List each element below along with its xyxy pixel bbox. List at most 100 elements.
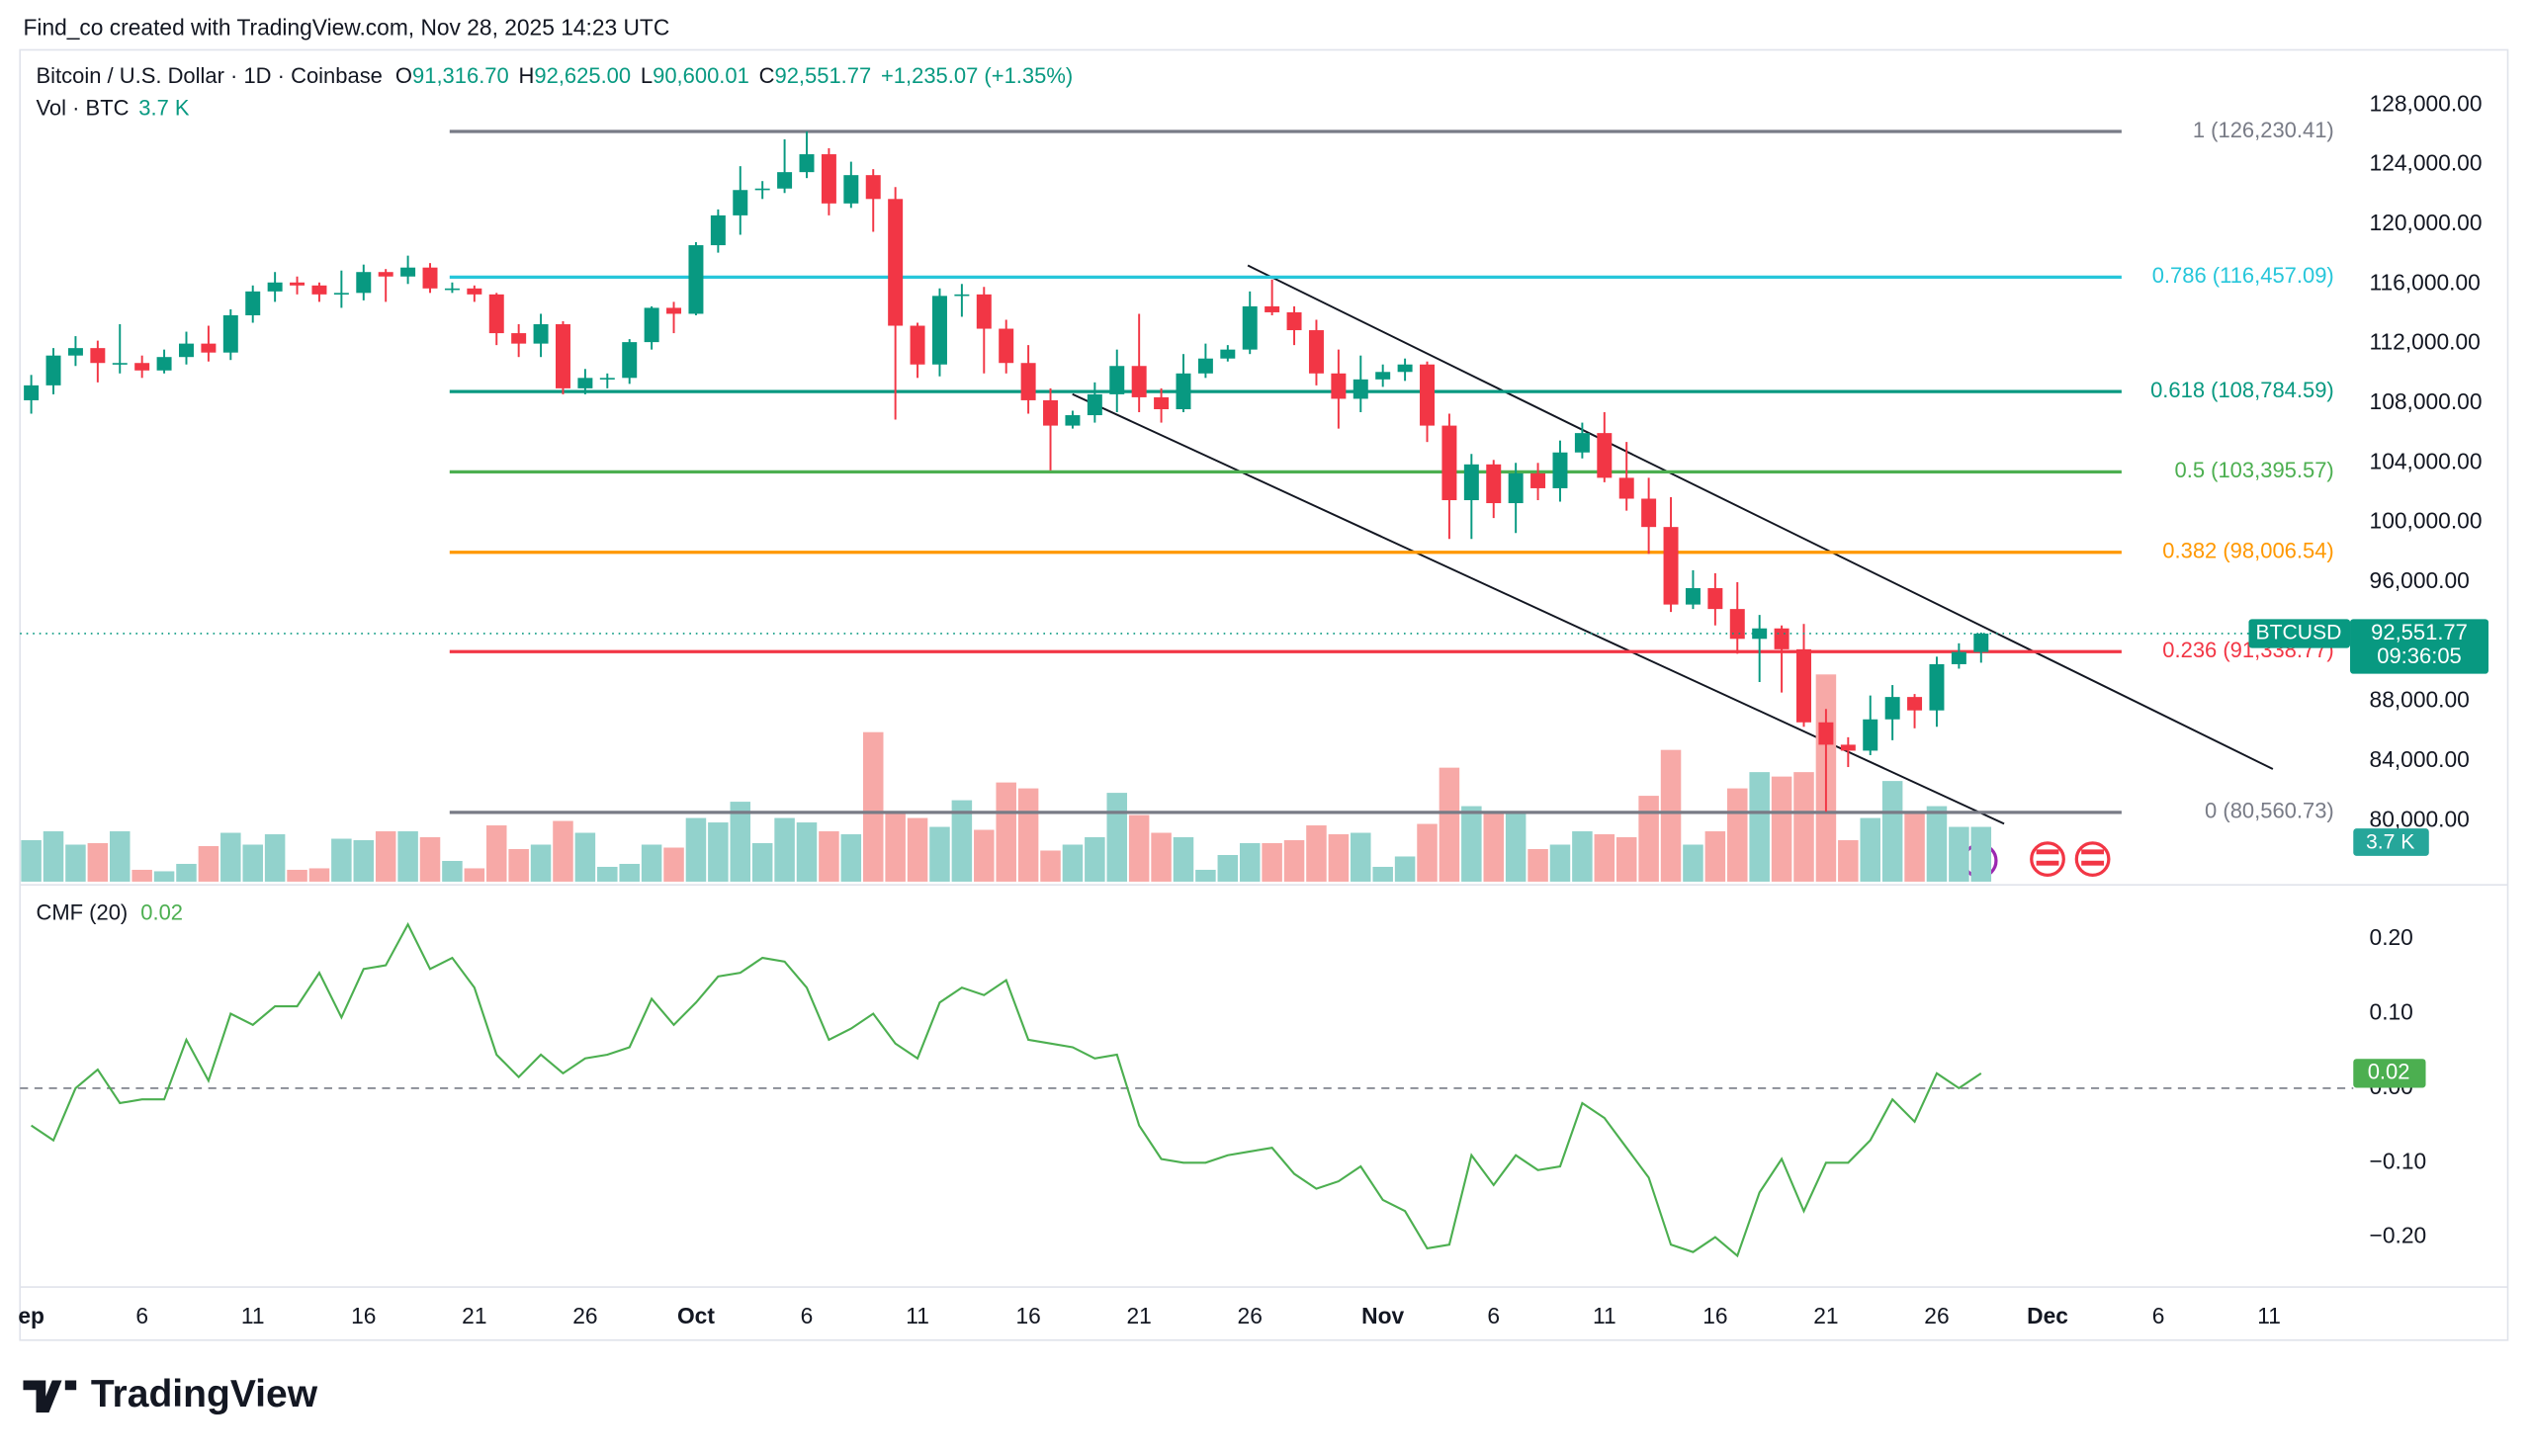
volume-bar xyxy=(308,868,330,882)
volume-bar xyxy=(619,863,640,882)
x-tick-label: 26 xyxy=(572,1303,597,1328)
change: +1,235.07 (+1.35%) xyxy=(881,63,1073,88)
y-tick-label: 80,000.00 xyxy=(2370,806,2470,831)
candle-body xyxy=(688,245,704,314)
candle-body xyxy=(24,385,40,400)
candle-body xyxy=(333,293,349,295)
logo-text: TradingView xyxy=(91,1373,318,1415)
candle-body xyxy=(733,190,748,215)
candle-body xyxy=(1618,477,1634,499)
candle-body xyxy=(467,288,482,295)
volume-bar xyxy=(1017,788,1039,882)
volume-bar xyxy=(974,829,995,882)
candle-body xyxy=(311,285,327,295)
volume-bar xyxy=(1949,826,1969,882)
volume-bar xyxy=(1262,843,1282,882)
x-tick-label: 11 xyxy=(241,1303,265,1328)
volume-bar xyxy=(43,831,64,882)
candle-body xyxy=(577,378,593,388)
cmf-value: 0.02 xyxy=(140,899,183,924)
volume-bar xyxy=(1970,826,1992,882)
y-tick-label: 108,000.00 xyxy=(2370,388,2483,414)
volume-bar xyxy=(176,863,197,882)
volume-bar xyxy=(264,834,286,882)
candle-body xyxy=(90,348,106,364)
volume-bar xyxy=(21,840,42,882)
volume-bar xyxy=(1860,817,1880,882)
candle-body xyxy=(179,343,194,358)
icon xyxy=(2081,849,2104,855)
icon xyxy=(2036,860,2059,866)
volume-bar xyxy=(1040,850,1061,882)
candle-body xyxy=(378,272,393,277)
ohlc-value: 91,316.70 xyxy=(412,63,509,88)
x-tick-label: 6 xyxy=(1487,1303,1500,1328)
candle-body xyxy=(356,272,372,294)
volume-bar xyxy=(1239,843,1261,882)
candle-body xyxy=(1574,433,1590,453)
volume-bar xyxy=(397,831,418,882)
y-tick-label: 84,000.00 xyxy=(2370,746,2470,772)
candle-body xyxy=(865,175,881,200)
legend-main: Bitcoin / U.S. Dollar · 1D · Coinbase O91… xyxy=(36,63,1073,88)
candle-body xyxy=(112,363,128,365)
candle-body xyxy=(1685,588,1701,605)
candle-body xyxy=(1331,373,1347,399)
volume-bar xyxy=(796,822,818,882)
candle-body xyxy=(1154,396,1170,409)
candle-body xyxy=(666,307,682,314)
channel-lower xyxy=(1072,392,2005,825)
x-tick-label: 6 xyxy=(2152,1303,2165,1328)
x-tick-label: 21 xyxy=(1813,1303,1838,1328)
candle-body xyxy=(444,288,460,291)
candle-body xyxy=(976,294,992,329)
y-tick-label: 124,000.00 xyxy=(2370,150,2483,176)
y-tick-label: 120,000.00 xyxy=(2370,210,2483,235)
candle-body xyxy=(1020,363,1036,400)
x-tick-label: Oct xyxy=(677,1303,715,1328)
volume-bar xyxy=(87,843,109,882)
volume-bar xyxy=(641,844,662,882)
icon xyxy=(2036,849,2059,855)
candle-body xyxy=(267,282,283,292)
volume-bar xyxy=(1173,837,1194,882)
legend-volume: Vol · BTC 3.7 K xyxy=(36,95,189,120)
x-tick-label: 21 xyxy=(1127,1303,1152,1328)
volume-bar xyxy=(730,802,751,882)
y-tick-label: 128,000.00 xyxy=(2370,90,2483,116)
fib-label: 0 (80,560.73) xyxy=(2205,799,2334,823)
x-tick-label: Dec xyxy=(2027,1303,2068,1328)
candle-body xyxy=(1863,719,1878,751)
price-tag xyxy=(2350,619,2488,674)
volume-bar xyxy=(774,817,795,882)
candle-body xyxy=(1552,452,1568,488)
symbol-tag-text: BTCUSD xyxy=(2255,622,2341,644)
candle-body xyxy=(1220,349,1236,359)
candle-body xyxy=(999,328,1014,364)
legend-cmf: CMF (20) 0.02 xyxy=(36,899,183,924)
candle-body xyxy=(1441,425,1457,501)
ohlc-value: 92,551.77 xyxy=(774,63,871,88)
candle-body xyxy=(1043,399,1059,426)
y-tick-label: 88,000.00 xyxy=(2370,687,2470,713)
byline: Find_co created with TradingView.com, No… xyxy=(23,14,669,40)
volume-bar xyxy=(1549,844,1571,882)
x-tick-label: 11 xyxy=(2257,1303,2281,1328)
volume-bar xyxy=(198,846,219,882)
volume-bar xyxy=(1439,767,1460,882)
cmf-tick-label: −0.10 xyxy=(2370,1148,2427,1173)
volume-bar xyxy=(1838,840,1859,882)
candle-body xyxy=(1087,393,1102,416)
candle-body xyxy=(1353,379,1368,399)
ohlc-key: L xyxy=(641,63,653,88)
candle-body xyxy=(622,342,638,379)
candle-body xyxy=(931,296,947,365)
volume-bar xyxy=(220,832,241,882)
volume-bar xyxy=(331,838,352,882)
volume-bar xyxy=(1572,831,1593,882)
volume-bar xyxy=(907,817,928,882)
candle-body xyxy=(67,348,83,356)
candle-body xyxy=(754,188,770,191)
candle-body xyxy=(1308,330,1324,374)
volume-bar xyxy=(1594,834,1615,882)
